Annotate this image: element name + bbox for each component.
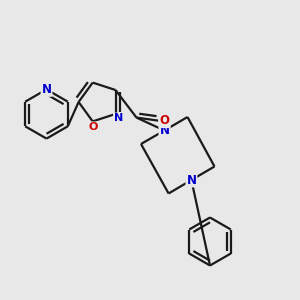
Text: O: O — [88, 122, 98, 132]
Text: O: O — [160, 114, 170, 127]
Text: N: N — [159, 124, 170, 137]
Text: N: N — [186, 173, 197, 187]
Text: N: N — [41, 83, 52, 96]
Text: N: N — [114, 113, 123, 124]
